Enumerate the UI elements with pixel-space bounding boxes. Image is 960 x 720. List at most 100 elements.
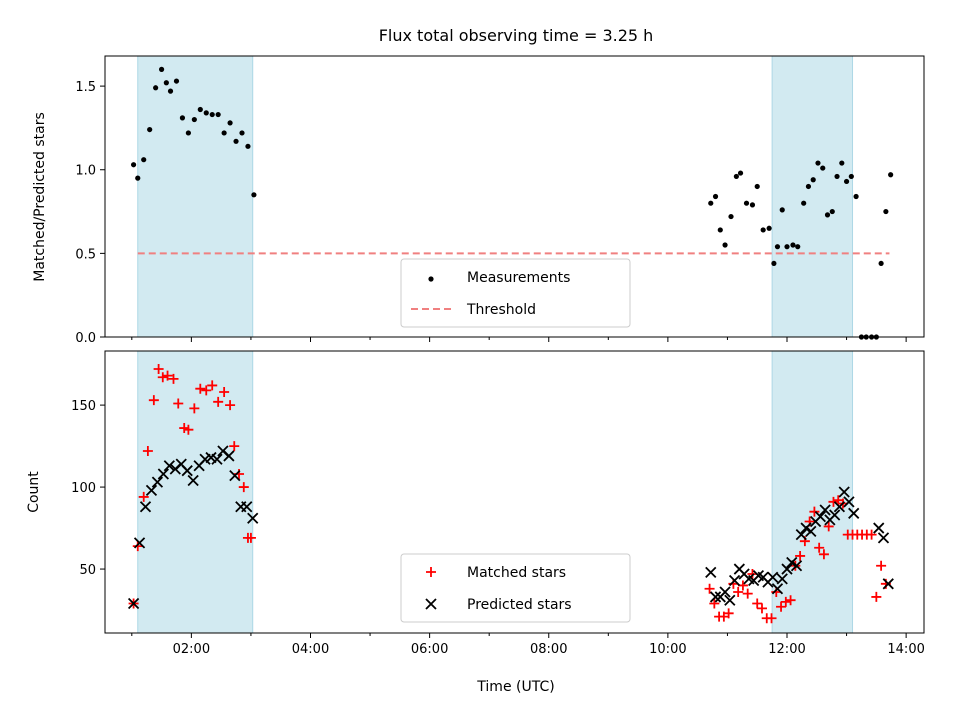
y-tick-label: 0.0	[75, 331, 96, 346]
y-tick-label: 50	[79, 563, 96, 578]
matched-star-point	[709, 598, 720, 609]
measurement-point	[883, 208, 889, 215]
bottom-panel: 02:00 04:00 06:00 08:00 10:00 12:00 14:00 50 100…	[71, 350, 925, 657]
measurement-point	[135, 175, 141, 181]
legend-label: Predicted stars	[467, 597, 572, 613]
measurement-point	[829, 208, 835, 215]
matched-star-point	[876, 560, 887, 571]
measurement-point	[191, 116, 197, 123]
measurement-point	[749, 202, 756, 208]
measurement-point	[834, 173, 840, 180]
x-tick-label: 10:00	[649, 642, 686, 657]
measurement-point	[853, 193, 859, 200]
matched-star-point	[795, 550, 806, 561]
predicted-star-point	[829, 509, 841, 521]
measurement-point	[153, 85, 159, 91]
measurement-point	[801, 200, 807, 206]
x-tick-label: 08:00	[530, 642, 567, 657]
measurement-point	[737, 170, 744, 176]
predicted-star-point	[709, 591, 722, 603]
predicted-star-point	[843, 496, 855, 508]
y-axis-label-top: Matched/Predicted stars	[32, 112, 48, 282]
plot-frame	[104, 55, 925, 338]
measurement-point	[130, 162, 137, 168]
x-tick-label: 12:00	[768, 642, 805, 657]
predicted-star-point	[163, 460, 175, 472]
measurement-point	[839, 160, 845, 166]
measurement-point	[245, 143, 251, 149]
predicted-star-point	[151, 476, 164, 488]
top-panel: 0.0 0.5 1.0 1.5 Measurements Threshold	[75, 55, 925, 346]
chart-title: Flux total observing time = 3.25 h	[379, 26, 654, 45]
measurement-point	[221, 130, 227, 136]
predicted-star-point	[873, 522, 885, 534]
matched-star-point	[866, 529, 877, 540]
measurement-point	[233, 138, 239, 144]
measurement-point	[795, 244, 801, 250]
measurement-point	[820, 165, 826, 171]
measurement-point	[790, 242, 796, 248]
matched-star-point	[776, 601, 787, 612]
matched-star-point	[142, 446, 153, 457]
predicted-star-point	[848, 507, 860, 519]
shaded-interval	[137, 350, 254, 634]
predicted-star-point	[157, 468, 170, 480]
matched-star-point	[168, 373, 179, 384]
measurement-point	[203, 110, 209, 116]
predicted-star-point	[728, 574, 741, 587]
matched-star-point	[201, 385, 212, 396]
measurement-point	[815, 160, 821, 166]
x-tick-label: 02:00	[173, 642, 210, 657]
matched-star-point	[814, 542, 825, 553]
measurement-point	[843, 178, 850, 185]
predicted-star-point	[877, 532, 890, 544]
matched-star-point	[704, 583, 715, 594]
measurement-point	[163, 80, 169, 86]
measurement-point	[209, 111, 215, 118]
matched-star-point	[157, 372, 168, 383]
legend-box	[400, 258, 631, 328]
predicted-star-point	[229, 469, 241, 482]
predicted-star-point	[247, 512, 259, 524]
measurement-point	[779, 207, 785, 213]
predicted-star-point	[223, 450, 235, 462]
predicted-star-point	[771, 583, 784, 595]
predicted-star-point	[181, 465, 193, 477]
y-tick-label: 100	[71, 481, 96, 496]
matched-star-point	[173, 398, 184, 409]
legend-measurement-swatch	[428, 276, 434, 282]
measurement-point	[774, 244, 781, 250]
measurement-point	[888, 172, 894, 178]
legend-box	[400, 553, 631, 623]
predicted-star-point	[145, 484, 158, 496]
measurement-point	[733, 173, 739, 180]
x-tick-label: 06:00	[411, 642, 448, 657]
predicted-star-point	[790, 560, 803, 572]
predicted-star-point	[786, 556, 798, 569]
predicted-star-point	[795, 528, 807, 541]
matched-star-point	[183, 424, 194, 435]
measurement-point	[717, 227, 723, 233]
y-tick-label: 0.5	[75, 247, 96, 262]
predicted-star-point	[724, 594, 736, 606]
predicted-star-point	[767, 571, 779, 583]
legend-label: Matched stars	[467, 565, 566, 581]
measurement-point	[167, 88, 174, 94]
shaded-interval	[137, 55, 254, 338]
measurement-point	[239, 130, 245, 136]
predicted-star-point	[800, 522, 812, 534]
predicted-star-point	[127, 597, 140, 610]
predicted-star-point	[838, 486, 850, 498]
matched-star-point	[818, 549, 829, 560]
matched-star-point	[195, 383, 206, 394]
measurement-point	[766, 225, 772, 231]
measurement-point	[173, 78, 180, 84]
predicted-star-point	[719, 586, 731, 598]
matched-star-point	[756, 603, 767, 614]
measurement-point	[848, 173, 854, 180]
measurement-point	[141, 157, 147, 163]
measurement-point	[784, 244, 790, 250]
predicted-star-point	[241, 501, 253, 513]
matched-star-point	[780, 596, 791, 607]
